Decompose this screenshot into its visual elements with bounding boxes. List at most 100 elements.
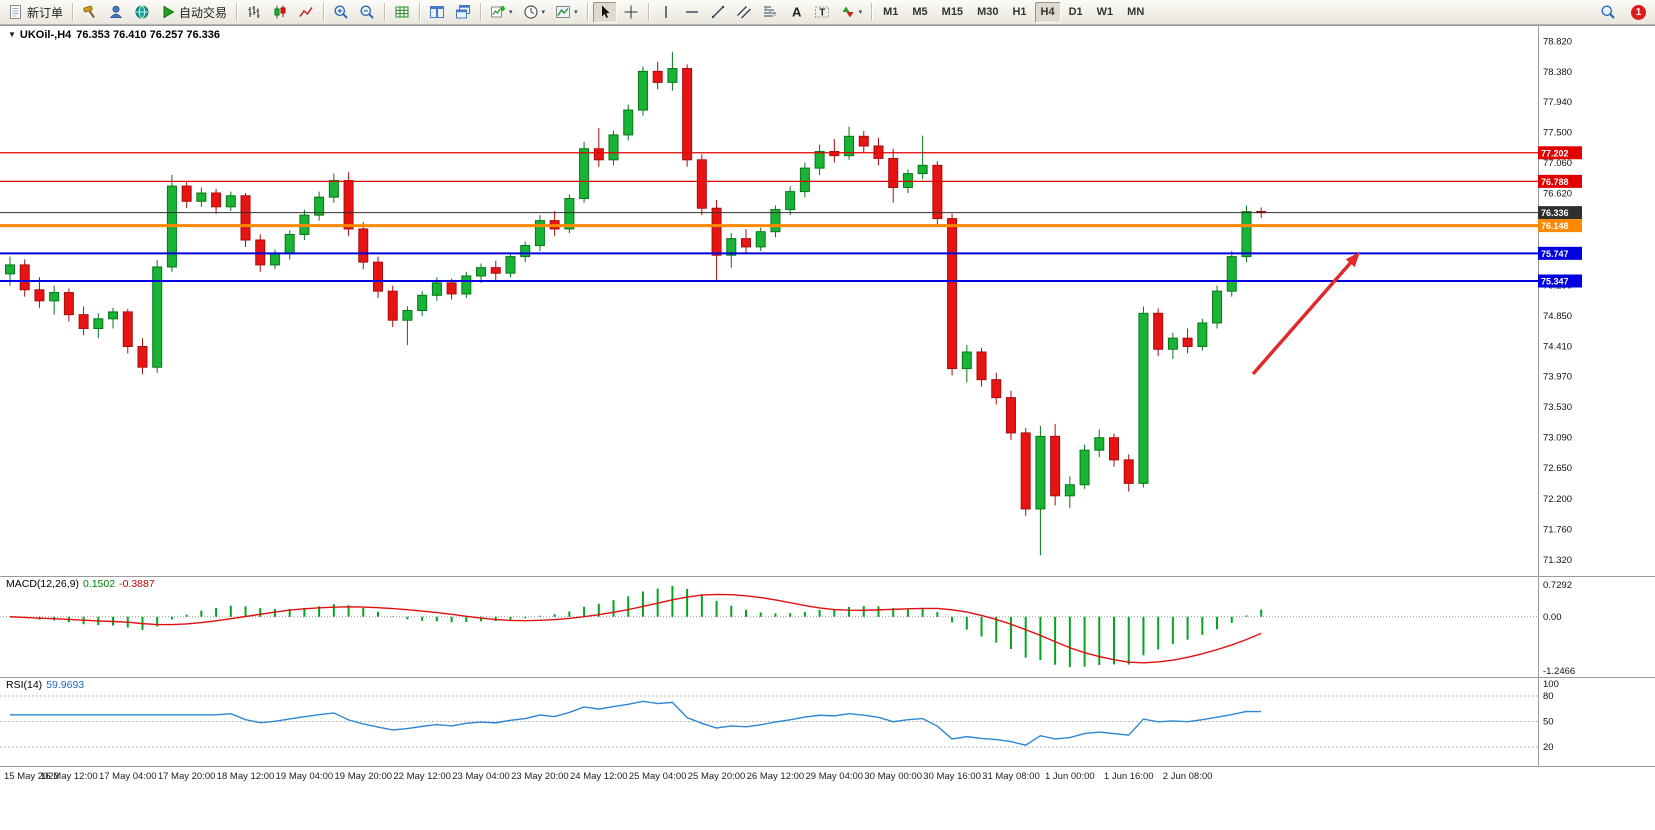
price-tag[interactable]: 76.148 [1538,219,1582,233]
arrow-annotation[interactable] [1251,252,1360,376]
grid-button[interactable] [390,2,414,23]
pane-separators[interactable] [0,25,1655,767]
svg-text:16 May 12:00: 16 May 12:00 [40,771,98,782]
svg-text:A: A [792,5,802,20]
channel-icon [736,6,751,19]
fibo-icon [763,6,776,17]
timeframe-button-W1[interactable]: W1 [1091,2,1120,23]
vertical-line-button[interactable] [654,2,678,23]
macd-name: MACD(12,26,9) [6,578,79,590]
timeframe-button-M30[interactable]: M30 [971,2,1004,23]
chart-canvas[interactable]: 78.820 78.380 77.940 77.500 77.060 76.620 76.1… [0,25,1655,784]
new-order-button[interactable]: 新订单 [4,2,67,23]
metaeditor-button[interactable] [78,2,102,23]
search-button[interactable] [1596,2,1620,23]
tile-windows-icon [430,6,445,18]
collapse-icon[interactable]: ▼ [8,30,16,39]
toolbar-separator [480,3,482,21]
candle-chart-button[interactable] [268,2,292,23]
svg-text:78.820: 78.820 [1543,36,1572,47]
toolbar: 新订单 自动交易 ▾ ▾ ▾ A T ▾ M1 M5 M15 M30 H1 H4 D1 W1 MN 1 [0,0,1655,25]
price-tag[interactable]: 75.347 [1538,274,1582,288]
price-tag[interactable]: 77.202 [1538,146,1582,160]
globe-icon [135,5,149,19]
search-icon [1601,5,1615,19]
svg-text:71.760: 71.760 [1543,524,1572,535]
timeframe-button-M1[interactable]: M1 [877,2,904,23]
svg-text:25 May 04:00: 25 May 04:00 [629,771,687,782]
autotrading-button[interactable]: 自动交易 [156,2,231,23]
svg-text:76.148: 76.148 [1541,221,1569,231]
svg-text:1 Jun 16:00: 1 Jun 16:00 [1104,771,1154,782]
candle-chart-icon [274,5,286,19]
template-button[interactable]: ▾ [551,2,582,23]
svg-text:78.380: 78.380 [1543,67,1572,78]
timeframe-button-D1[interactable]: D1 [1063,2,1089,23]
svg-text:-1.2466: -1.2466 [1543,666,1575,677]
arrows-button[interactable]: ▾ [836,2,867,23]
timeframe-button-MN[interactable]: MN [1121,2,1150,23]
cascade-windows-button[interactable] [451,2,475,23]
svg-text:19 May 04:00: 19 May 04:00 [276,771,334,782]
new-chart-icon [491,6,506,18]
price-tag[interactable]: 76.788 [1538,174,1582,188]
horizontal-line-button[interactable] [680,2,704,23]
line-chart-button[interactable] [294,2,318,23]
hline-icon [685,11,698,13]
trendline-button[interactable] [706,2,730,23]
candlesticks[interactable] [5,51,1267,556]
cascade-windows-icon [456,5,471,19]
channel-button[interactable] [732,2,756,23]
price-tag[interactable]: 76.336 [1538,206,1582,220]
period-button[interactable]: ▾ [519,2,550,23]
svg-text:31 May 08:00: 31 May 08:00 [982,771,1040,782]
text-icon: A [792,5,802,20]
toolbar-separator [323,3,325,21]
dropdown-caret-icon: ▾ [541,8,546,16]
period-icon [523,5,538,19]
zoom-out-button[interactable] [355,2,379,23]
zoom-in-button[interactable] [329,2,353,23]
toolbar-separator [236,3,238,21]
tile-windows-button[interactable] [425,2,449,23]
svg-text:19 May 20:00: 19 May 20:00 [334,771,392,782]
profile-icon [109,5,123,18]
svg-text:73.090: 73.090 [1543,433,1572,444]
timeframe-button-H1[interactable]: H1 [1006,2,1032,23]
text-label-button[interactable]: T [810,2,834,23]
rsi-name: RSI(14) [6,679,43,691]
chart-area[interactable]: 78.820 78.380 77.940 77.500 77.060 76.620 76.1… [0,25,1655,784]
toolbar-separator [419,3,421,21]
bar-chart-button[interactable] [242,2,266,23]
notification-badge[interactable]: 1 [1631,4,1646,20]
macd-signal-line [9,593,1262,664]
timeframe-button-M15[interactable]: M15 [936,2,969,23]
price-tag[interactable]: 75.747 [1538,246,1582,260]
zoom-out-icon [360,5,374,19]
svg-text:77.940: 77.940 [1543,97,1572,108]
svg-text:30 May 16:00: 30 May 16:00 [923,771,981,782]
text-button[interactable]: A [784,2,808,23]
crosshair-button[interactable] [619,2,643,23]
symbol-period-text: UKOil-,H4 [19,29,72,41]
svg-text:75.347: 75.347 [1541,277,1569,287]
community-button[interactable] [130,2,154,23]
svg-text:17 May 04:00: 17 May 04:00 [99,771,157,782]
svg-text:18 May 12:00: 18 May 12:00 [217,771,275,782]
svg-text:75.747: 75.747 [1541,249,1569,259]
svg-text:72.650: 72.650 [1543,463,1572,474]
cursor-icon [601,5,610,18]
crosshair-icon [624,5,638,19]
svg-text:23 May 20:00: 23 May 20:00 [511,771,569,782]
cursor-button[interactable] [592,1,617,23]
toolbar-separator [72,3,74,21]
new-chart-button[interactable]: ▾ [486,2,517,23]
timeframe-button-M5[interactable]: M5 [906,2,933,23]
fibonacci-button[interactable] [758,2,782,23]
svg-text:77.060: 77.060 [1543,158,1572,169]
price-axis[interactable]: 78.820 78.380 77.940 77.500 77.060 76.620 76.1… [1543,36,1575,753]
timeframe-button-H4[interactable]: H4 [1034,1,1061,23]
template-icon [556,6,571,18]
profile-button[interactable] [104,2,128,23]
